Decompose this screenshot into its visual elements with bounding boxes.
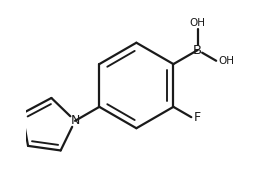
Text: OH: OH — [218, 56, 234, 66]
Text: OH: OH — [190, 18, 206, 28]
Text: N: N — [70, 114, 80, 127]
Text: F: F — [194, 111, 201, 124]
Text: B: B — [193, 43, 202, 57]
